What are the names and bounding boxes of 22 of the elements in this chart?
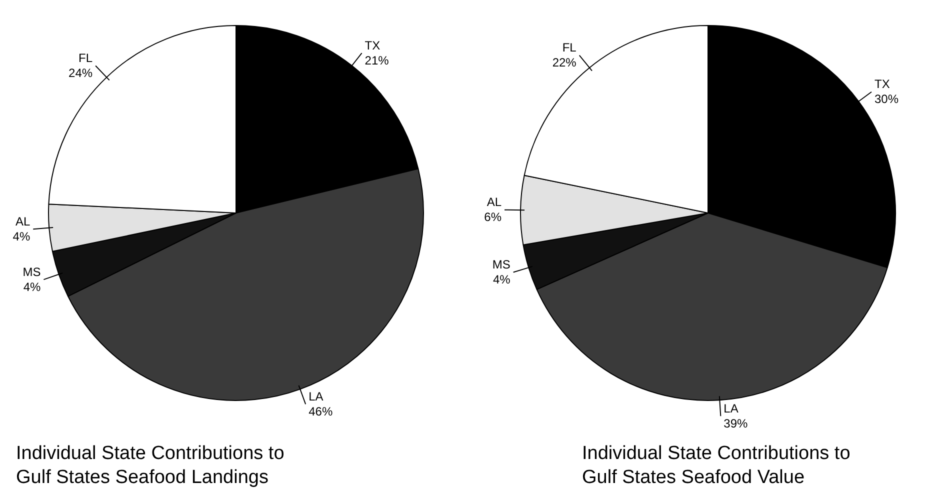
- slice-label: AL: [486, 195, 502, 210]
- slice-label: FL: [562, 40, 577, 55]
- slice-label: MS: [22, 264, 41, 279]
- data-label: 21%: [364, 53, 390, 68]
- slice-label: TX: [874, 77, 890, 92]
- slice-label: LA: [308, 390, 324, 404]
- slice-label: AL: [15, 214, 30, 228]
- data-label: 22%: [552, 56, 577, 70]
- data-label: 4%: [23, 280, 42, 294]
- slice-label: TX: [364, 38, 380, 52]
- data-label: 46%: [308, 404, 333, 419]
- data-label: 4%: [12, 229, 30, 244]
- data-label: 4%: [492, 272, 511, 287]
- data-label: 30%: [874, 92, 899, 106]
- slice-label: MS: [492, 258, 510, 272]
- data-label: 6%: [484, 210, 502, 224]
- text: Individual State Contributions to Gulf States Seafood Landings: [16, 442, 286, 490]
- data-label: 24%: [68, 66, 93, 80]
- slice-label: FL: [78, 51, 93, 66]
- slice-label: LA: [724, 401, 738, 416]
- data-label: 39%: [724, 416, 748, 430]
- text: Individual State Contributions to Gulf States Seafood Value: [582, 442, 852, 490]
